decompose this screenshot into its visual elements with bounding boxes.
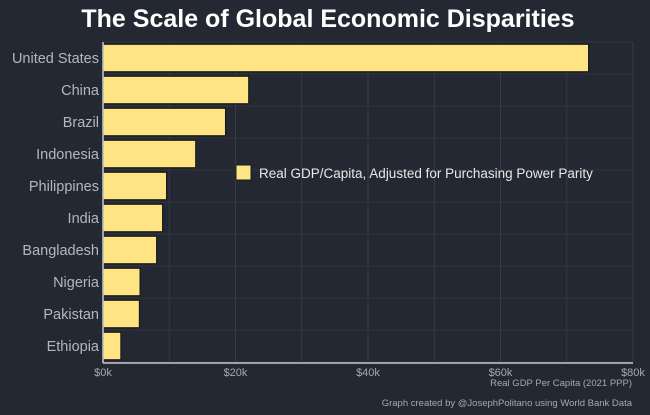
x-tick-label: $60k xyxy=(489,367,513,379)
x-tick-label: $20k xyxy=(224,367,248,379)
y-tick-label: Brazil xyxy=(63,115,99,131)
legend-label: Real GDP/Capita, Adjusted for Purchasing… xyxy=(259,166,593,181)
bar xyxy=(102,203,164,233)
y-tick-label: China xyxy=(61,83,100,99)
bar xyxy=(102,235,158,265)
y-tick-labels: United States China Brazil Indonesia Philipp… xyxy=(12,51,100,355)
y-tick-label: Bangladesh xyxy=(22,243,99,259)
bars-group xyxy=(102,43,590,361)
x-tick-label: $0k xyxy=(94,367,112,379)
y-tick-label: India xyxy=(68,211,100,227)
y-tick-label: Ethiopia xyxy=(47,339,100,355)
x-tick-label: $80k xyxy=(621,367,645,379)
y-tick-label: Nigeria xyxy=(53,275,100,291)
bar xyxy=(102,75,250,105)
y-tick-label: Indonesia xyxy=(36,147,100,163)
bar xyxy=(102,171,168,201)
legend-swatch xyxy=(235,164,252,181)
y-tick-label: Pakistan xyxy=(43,307,99,323)
bar xyxy=(102,267,141,297)
bar xyxy=(102,139,197,169)
x-tick-labels: $0k $20k $40k $60k $80k xyxy=(94,367,645,379)
bar xyxy=(102,331,122,361)
y-tick-label: United States xyxy=(12,51,99,67)
bar xyxy=(102,299,141,329)
x-axis-label: Real GDP Per Capita (2021 PPP) xyxy=(490,378,632,389)
x-tick-label: $40k xyxy=(356,367,380,379)
legend: Real GDP/Capita, Adjusted for Purchasing… xyxy=(235,164,593,181)
chart-title: The Scale of Global Economic Disparities xyxy=(81,5,574,33)
y-tick-label: Philippines xyxy=(29,179,99,195)
bar xyxy=(102,43,590,73)
gridlines xyxy=(103,41,634,363)
caption: Graph created by @JosephPolitano using W… xyxy=(382,398,633,409)
bar xyxy=(102,107,227,137)
